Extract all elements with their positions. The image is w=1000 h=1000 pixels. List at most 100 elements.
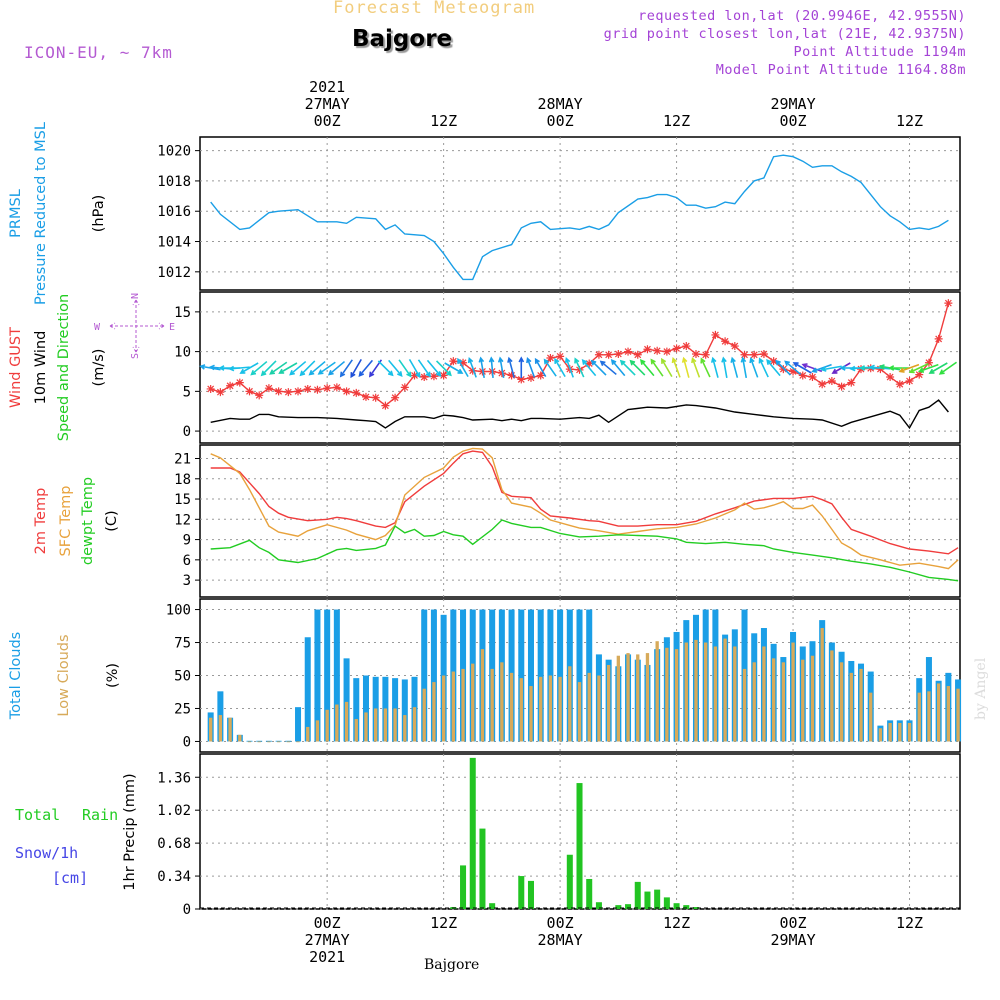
clouds-bar bbox=[393, 708, 397, 742]
wind-gust-marker bbox=[924, 358, 933, 367]
compass-west-label: W bbox=[94, 322, 101, 333]
temperature-ytick-label: 18 bbox=[174, 472, 191, 488]
wind-gust-marker bbox=[449, 357, 458, 366]
precip-bar bbox=[673, 903, 680, 909]
clouds-bar bbox=[946, 686, 951, 742]
wind-arrow bbox=[908, 363, 929, 374]
wind-gust-marker bbox=[536, 371, 545, 380]
clouds-bar bbox=[209, 717, 213, 742]
precip-label-4: 1hr Precip (mm) bbox=[122, 773, 138, 890]
wind-arrow bbox=[928, 362, 948, 374]
clouds-bar bbox=[577, 682, 582, 742]
wind-arrow bbox=[766, 359, 781, 377]
temperature-ytick-label: 15 bbox=[174, 492, 191, 508]
clouds-bar bbox=[412, 707, 417, 742]
precip-ytick-label: 1.02 bbox=[157, 803, 191, 819]
wind-gust-marker bbox=[691, 349, 700, 358]
wind-gust-marker bbox=[934, 334, 943, 343]
wind-gust-marker bbox=[837, 382, 846, 391]
clouds-bar bbox=[276, 741, 281, 743]
wind-arrow bbox=[497, 356, 505, 378]
wind-gust-marker bbox=[332, 383, 341, 392]
clouds-bar bbox=[432, 682, 436, 742]
clouds-bar bbox=[344, 701, 349, 742]
precip-bar bbox=[469, 757, 476, 909]
wind-arrow bbox=[811, 363, 832, 373]
wind-gust-marker bbox=[342, 387, 351, 396]
wind-arrow bbox=[534, 357, 547, 378]
clouds-bar bbox=[878, 728, 883, 742]
clouds-bar bbox=[791, 642, 795, 742]
clouds-ytick-label: 100 bbox=[166, 603, 191, 619]
precip-bar bbox=[518, 876, 525, 909]
precip-ytick-label: 0.68 bbox=[157, 836, 191, 852]
pressure-panel: 1012 1014 1016 1018 1020 PRMSL Pressure Reduce… bbox=[8, 122, 961, 305]
clouds-bar bbox=[587, 672, 591, 742]
top-time-label: 2021 bbox=[309, 78, 345, 96]
bottom-time-label: 00Z bbox=[780, 914, 807, 932]
wind-label-0: Wind GUST bbox=[8, 327, 24, 408]
wind-gust-marker bbox=[721, 337, 730, 346]
clouds-bar bbox=[704, 642, 708, 742]
pressure-series-0-line bbox=[210, 154, 949, 281]
clouds-bar bbox=[275, 740, 282, 742]
clouds-bar bbox=[576, 609, 583, 742]
compass-south-label: S bbox=[130, 353, 141, 359]
wind-arrow bbox=[868, 364, 891, 371]
wind-arrow bbox=[639, 359, 655, 377]
wind-arrow bbox=[308, 360, 326, 376]
compass-lines bbox=[109, 299, 165, 353]
clouds-bar bbox=[296, 741, 300, 743]
precip-bar bbox=[586, 878, 593, 909]
wind-arrow bbox=[408, 358, 421, 379]
clouds-bar bbox=[451, 671, 455, 742]
precip-bar bbox=[527, 880, 534, 909]
model-name: ICON-EU, ~ 7km bbox=[24, 43, 173, 62]
gridpoint-coords: grid point closest lon,lat (21E, 42.9375… bbox=[603, 26, 966, 42]
precip-bar bbox=[634, 881, 641, 909]
clouds-bar bbox=[238, 734, 242, 742]
clouds-bar bbox=[314, 609, 321, 742]
wind-arrow bbox=[388, 359, 403, 377]
top-time-label: 12Z bbox=[430, 112, 457, 130]
wind-arrow bbox=[269, 361, 288, 375]
clouds-bar bbox=[527, 609, 534, 742]
wind-arrow bbox=[507, 356, 515, 378]
wind-arrow bbox=[938, 361, 958, 375]
wind-gust-marker bbox=[400, 383, 409, 392]
clouds-bar bbox=[752, 662, 756, 742]
clouds-bar bbox=[859, 668, 863, 742]
compass-rose: W E N S bbox=[94, 293, 175, 359]
precip-bar bbox=[663, 897, 670, 909]
wind-gust-marker bbox=[915, 370, 924, 379]
wind-gust-marker bbox=[517, 375, 526, 384]
clouds-bar bbox=[354, 719, 358, 742]
clouds-bar bbox=[353, 678, 360, 742]
precip-bar bbox=[489, 903, 496, 909]
temperature-frame bbox=[199, 444, 961, 598]
clouds-bar bbox=[441, 675, 446, 742]
clouds-bar bbox=[285, 740, 292, 742]
wind-gust-marker bbox=[672, 344, 681, 353]
clouds-bar bbox=[830, 650, 834, 742]
clouds-bar bbox=[304, 637, 311, 742]
wind-arrow bbox=[467, 357, 477, 378]
bottom-time-label: 00Z bbox=[314, 914, 341, 932]
clouds-bar bbox=[557, 609, 564, 742]
wind-ytick-label: 5 bbox=[183, 384, 191, 400]
top-time-label: 29MAY bbox=[770, 95, 815, 113]
wind-arrow bbox=[289, 360, 307, 376]
precip-label-3: [cm] bbox=[52, 869, 88, 887]
wind-gust-marker bbox=[226, 381, 235, 390]
pressure-ytick-label: 1016 bbox=[157, 204, 191, 220]
clouds-bar bbox=[247, 741, 252, 743]
wind-gust-marker bbox=[429, 372, 438, 381]
clouds-bar bbox=[325, 709, 329, 742]
precip-bar bbox=[644, 891, 651, 909]
wind-arrow bbox=[554, 357, 566, 378]
clouds-bar bbox=[849, 672, 853, 742]
clouds-ytick-label: 75 bbox=[174, 636, 191, 652]
precip-bar bbox=[460, 865, 467, 909]
wind-gust-marker bbox=[662, 347, 671, 356]
